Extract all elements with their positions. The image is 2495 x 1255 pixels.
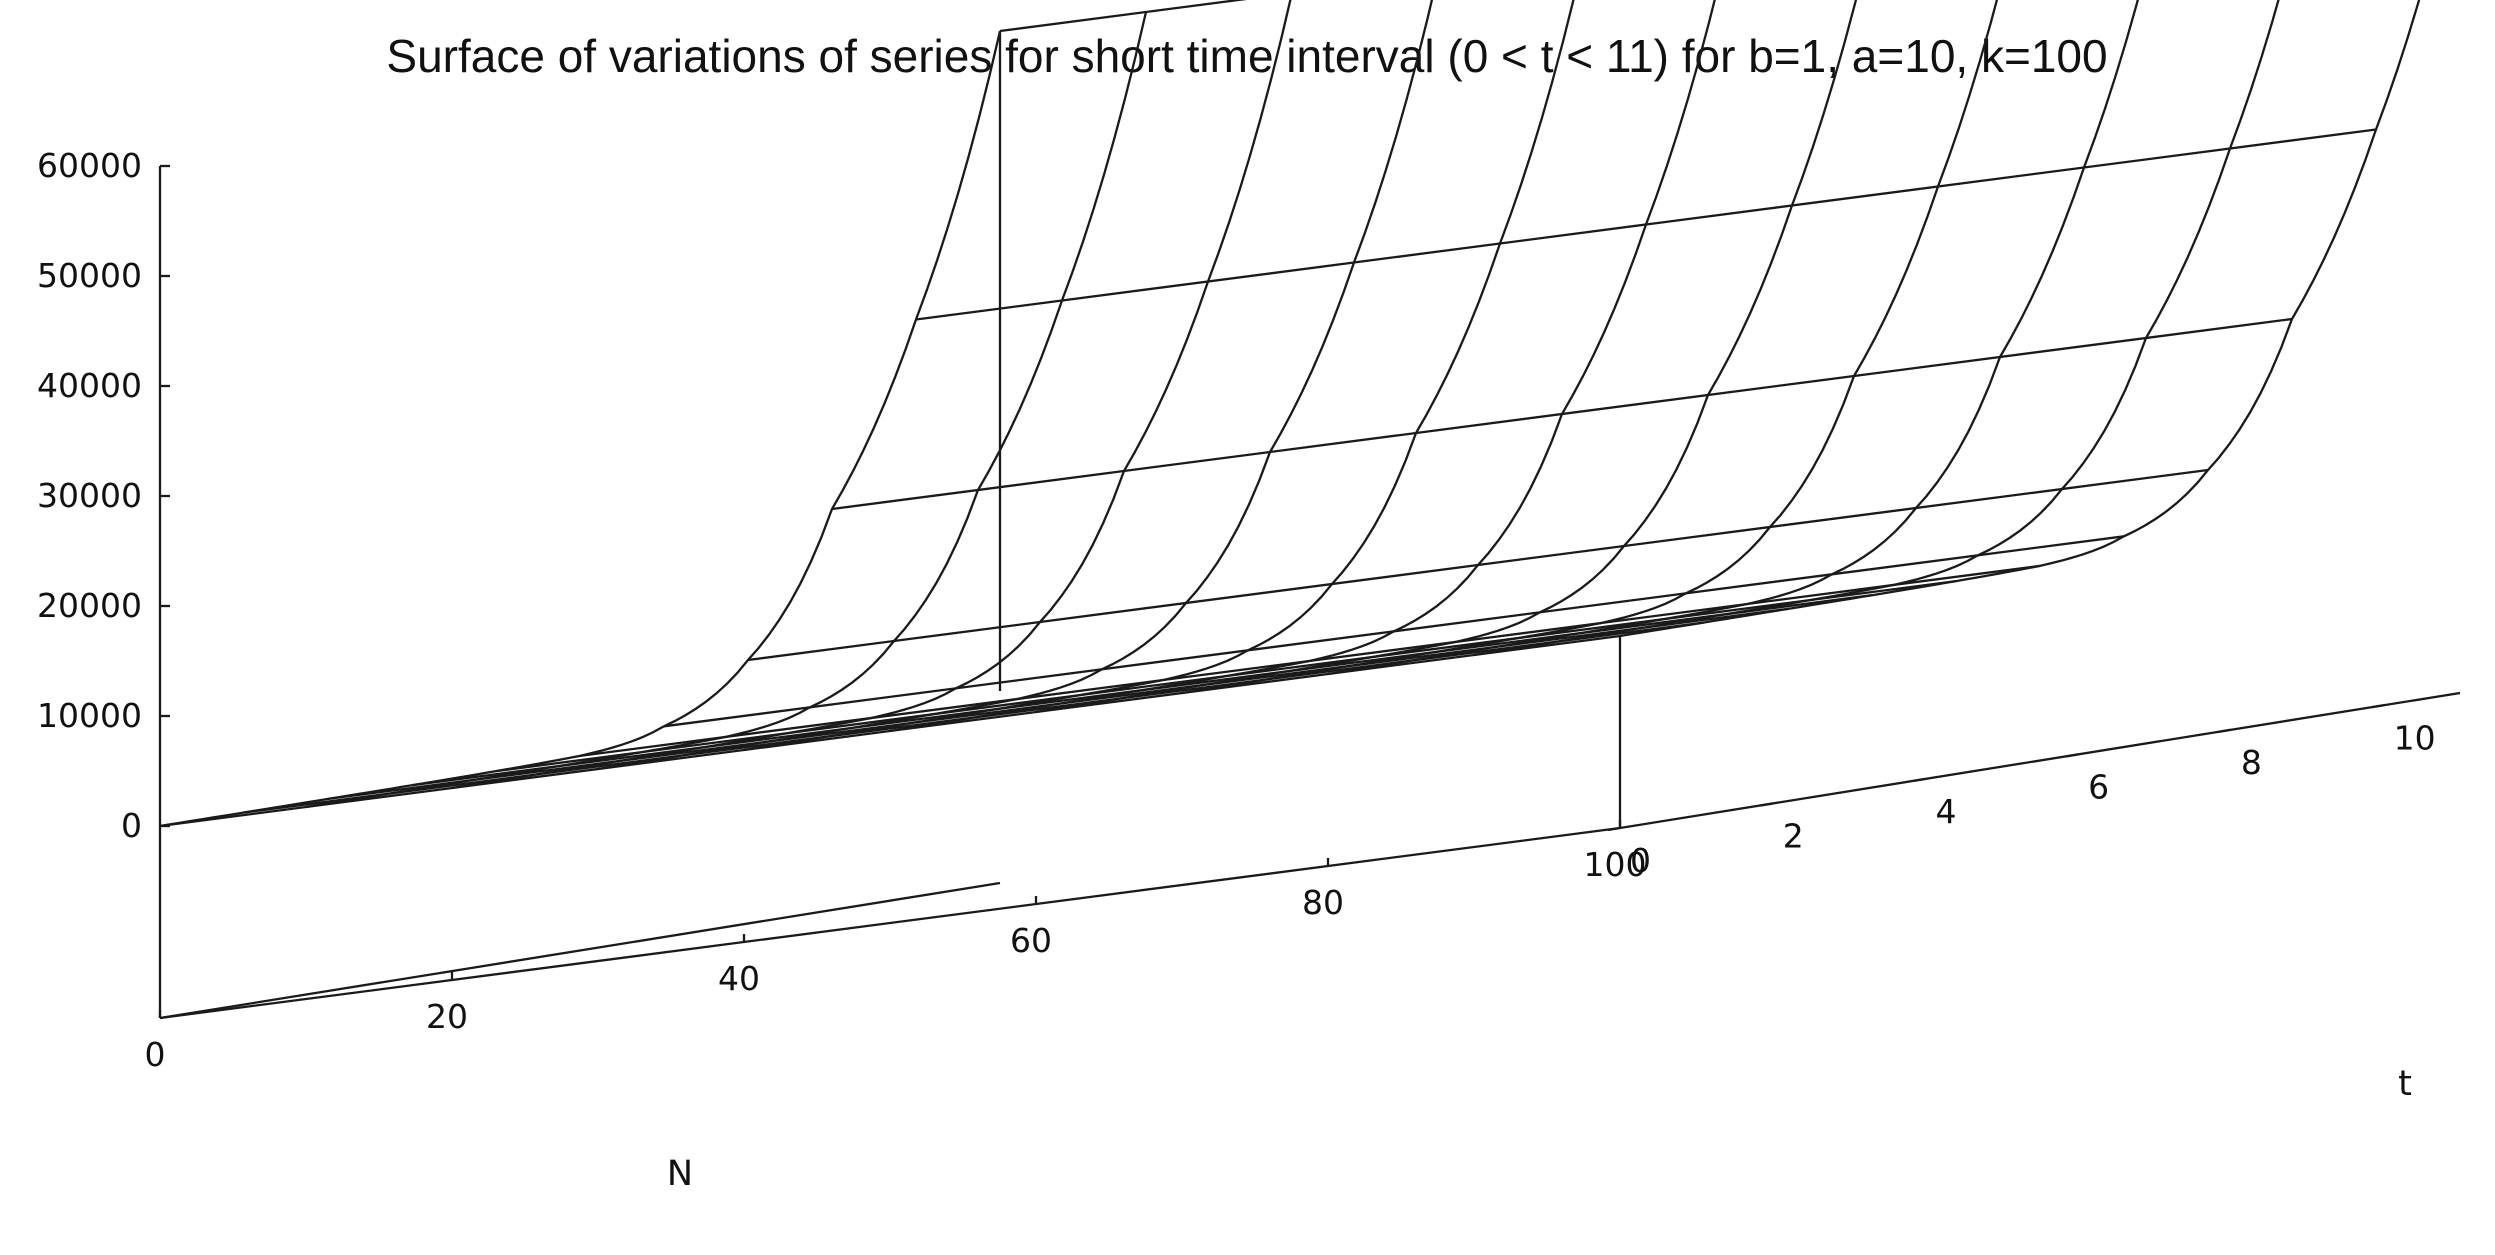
z-tick-label: 0	[121, 806, 142, 845]
z-tick-label: 20000	[37, 586, 142, 625]
surface-line-n	[1327, 0, 2139, 676]
surface-line-t	[999, 0, 1248, 33]
x-tick-label: 40	[718, 959, 760, 998]
y-tick-label: 6	[2088, 767, 2109, 806]
surface-line-n	[451, 0, 1292, 790]
surface-line-n	[1473, 0, 2280, 657]
x-tick-label: 100	[1584, 845, 1647, 884]
surface-mesh	[159, 0, 2421, 828]
z-tick-label: 30000	[37, 476, 142, 515]
x-tick-label: 0	[145, 1035, 166, 1074]
y-tick-label: 0	[1630, 841, 1651, 880]
z-tick-label: 40000	[37, 366, 142, 405]
x-axis-label: N	[667, 1154, 693, 1194]
y-tick-mark	[2066, 753, 2079, 758]
y-tick-mark	[2218, 728, 2232, 733]
z-tick-label: 50000	[37, 256, 142, 295]
y-tick-label: 4	[1935, 792, 1956, 831]
surface-line-n	[1035, 0, 1858, 714]
y-tick-label: 8	[2241, 743, 2262, 782]
z-tick-label: 10000	[37, 696, 142, 735]
y-tick-mark	[1913, 777, 1926, 783]
surface-line-n	[597, 0, 1434, 771]
x-tick-label: 20	[426, 997, 468, 1036]
y-tick-mark	[1760, 802, 1773, 807]
surface-line-n	[1181, 0, 1999, 695]
axis-box	[158, 31, 2461, 1020]
y-tick-mark	[1607, 826, 1621, 832]
surface-line-n	[743, 0, 1575, 752]
surface-line-n	[159, 30, 1002, 828]
y-tick-label: 10	[2394, 718, 2436, 757]
tick-labels: 0100002000030000400005000060000020406080…	[37, 146, 2436, 1074]
z-tick-label: 60000	[37, 146, 142, 185]
surface-line-n	[889, 0, 1716, 733]
y-tick-label: 2	[1783, 816, 1804, 855]
y-axis-label: t	[2398, 1064, 2412, 1104]
floor-edge-left	[159, 881, 1001, 1020]
surface-line-n	[1619, 0, 2421, 638]
x-tick-label: 80	[1302, 883, 1344, 922]
floor-edge-front	[159, 826, 1621, 1020]
x-tick-label: 60	[1010, 921, 1052, 960]
floor-edge-right	[1619, 691, 2461, 830]
chart-title: Surface of variations of series for shor…	[386, 30, 2107, 82]
y-tick-mark	[2371, 704, 2384, 709]
surface-line-n	[305, 11, 1148, 809]
